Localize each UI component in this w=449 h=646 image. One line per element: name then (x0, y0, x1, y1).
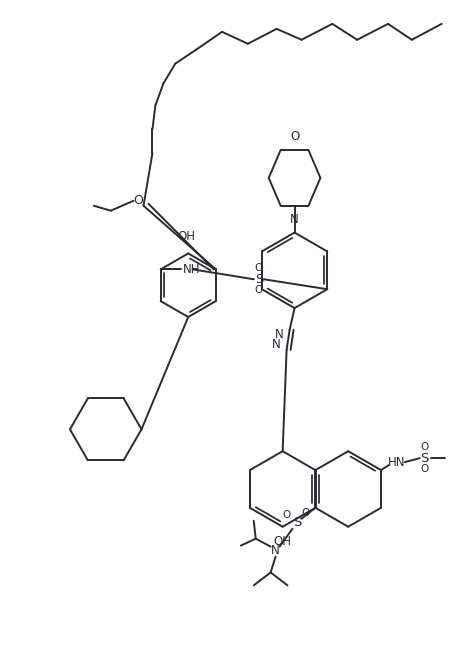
Text: S: S (293, 516, 302, 529)
Text: O: O (282, 510, 291, 520)
Text: NH: NH (183, 263, 200, 276)
Text: O: O (421, 443, 429, 452)
Text: O: O (255, 264, 263, 273)
Text: N: N (275, 328, 284, 342)
Text: S: S (420, 452, 429, 464)
Text: S: S (255, 273, 263, 286)
Text: O: O (290, 130, 299, 143)
Text: OH: OH (177, 231, 195, 244)
Text: O: O (255, 285, 263, 295)
Text: N: N (271, 544, 280, 557)
Text: N: N (290, 213, 299, 225)
Text: OH: OH (273, 535, 292, 548)
Text: O: O (421, 464, 429, 474)
Text: O: O (301, 508, 309, 518)
Text: HN: HN (388, 455, 405, 468)
Text: N: N (272, 339, 281, 351)
Text: O: O (134, 194, 144, 207)
